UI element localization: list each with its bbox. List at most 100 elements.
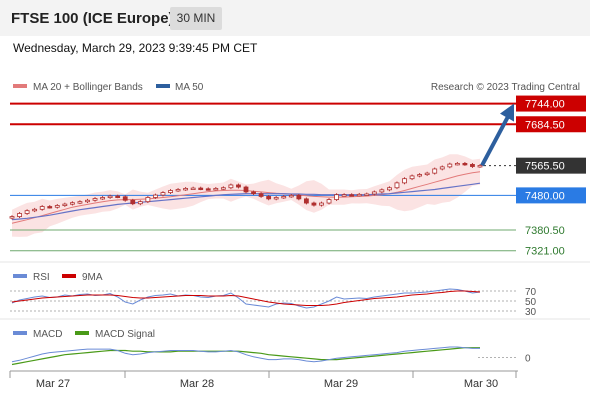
timestamp: Wednesday, March 29, 2023 9:39:45 PM CET [13, 41, 258, 55]
candle-body-28 [220, 187, 226, 190]
candle-body-25 [198, 187, 204, 190]
candle-body-6 [54, 205, 60, 208]
candle-body-13 [107, 195, 113, 198]
candle-body-26 [205, 188, 211, 191]
candle-body-61 [470, 164, 475, 167]
ma50-line [11, 182, 481, 221]
level-label-3: 7480.00 [525, 190, 565, 202]
macd-legend-swatch [13, 331, 27, 335]
candle-body-31 [243, 186, 249, 193]
rsi-level-label-2: 30 [525, 307, 537, 318]
candle-body-32 [251, 191, 256, 195]
candle-body-53 [409, 175, 415, 180]
candle-body-42 [326, 199, 332, 204]
credit-text: Research © 2023 Trading Central [431, 82, 580, 93]
timeframe-badge[interactable]: 30 MIN [170, 7, 222, 30]
candle-body-43 [334, 194, 339, 200]
candle-body-50 [387, 187, 392, 191]
level-tag-2 [516, 157, 586, 174]
macd-panel: 0 [11, 346, 531, 366]
x-tick-label-2: Mar 29 [324, 378, 358, 390]
ma50-legend-label: MA 50 [175, 82, 204, 93]
candle-body-12 [100, 197, 105, 200]
candle-body-59 [454, 162, 460, 166]
candle-body-54 [417, 174, 423, 177]
candle-body-19 [153, 194, 158, 198]
candle-body-47 [364, 193, 370, 196]
candle-body-22 [175, 189, 181, 192]
macd-line [11, 346, 480, 363]
level-labels: 7744.00 7684.50 7565.50 7480.00 7380.50 7321.… [516, 95, 586, 258]
level-tag-1 [516, 116, 586, 133]
chart-header: FTSE 100 (ICE Europe) 30 MIN [0, 0, 590, 36]
candle-body-58 [447, 163, 453, 168]
candle-body-2 [24, 210, 30, 214]
candle-body-39 [303, 198, 309, 204]
level-tag-0 [516, 95, 586, 112]
rsi-line [11, 288, 481, 309]
level-label-5: 7321.00 [525, 246, 565, 258]
rsi-level-label-1: 50 [525, 297, 537, 308]
candle-body-38 [296, 194, 302, 200]
candle-body-27 [213, 188, 219, 191]
candle-body-41 [319, 202, 324, 206]
target-arrow [480, 103, 514, 167]
rsi-ma-legend-label: 9MA [82, 272, 103, 283]
level-label-1: 7684.50 [525, 119, 565, 131]
candle-body-51 [394, 182, 400, 189]
candle-body-56 [432, 168, 438, 174]
x-axis: Mar 27 Mar 28 Mar 29 Mar 30 [9, 371, 517, 390]
candle-body-3 [32, 208, 38, 212]
candle-body-21 [168, 190, 173, 194]
level-label-0: 7744.00 [525, 99, 565, 111]
x-tick-label-1: Mar 28 [180, 378, 214, 390]
macd-legend-label: MACD [33, 329, 62, 340]
candle-body-9 [77, 201, 83, 204]
rsi-level-label-0: 70 [525, 287, 537, 298]
instrument-title: FTSE 100 (ICE Europe) [11, 10, 174, 27]
candle-body-11 [92, 198, 98, 201]
candles [9, 162, 483, 220]
candle-body-14 [115, 195, 121, 198]
rsi-legend-label: RSI [33, 272, 50, 283]
candle-body-16 [130, 199, 136, 205]
candle-body-17 [137, 201, 143, 205]
candle-body-36 [281, 196, 287, 199]
ma20-legend-swatch [13, 84, 27, 88]
candle-body-40 [311, 202, 317, 206]
macd-signal-line [11, 347, 480, 366]
candle-body-7 [62, 203, 68, 206]
candle-body-4 [39, 206, 45, 210]
candle-body-33 [258, 193, 264, 197]
rsi-ma-legend-swatch [62, 274, 76, 278]
candle-body-20 [160, 192, 166, 196]
rsi-legend-swatch [13, 274, 27, 278]
arrow-head [500, 103, 514, 122]
macd-tick-label-0: 0 [525, 354, 531, 365]
candle-body-1 [17, 213, 22, 218]
rsi-ma-line [11, 290, 481, 306]
candle-body-55 [424, 172, 430, 176]
arrow-shaft [480, 115, 510, 167]
candle-body-8 [69, 202, 75, 205]
candle-body-49 [379, 189, 385, 193]
signal-legend-label: MACD Signal [95, 329, 155, 340]
candle-body-5 [47, 206, 53, 209]
candle-body-48 [371, 191, 377, 195]
candle-body-46 [356, 193, 362, 197]
candle-body-57 [439, 166, 445, 170]
candle-body-52 [402, 178, 407, 184]
candle-body-34 [266, 196, 272, 200]
candle-body-30 [236, 184, 241, 188]
candle-body-0 [9, 216, 15, 219]
candle-body-10 [85, 199, 90, 203]
x-tick-label-0: Mar 27 [36, 378, 70, 390]
level-label-4: 7380.50 [525, 225, 565, 237]
candle-body-29 [228, 184, 234, 189]
candle-body-35 [273, 197, 279, 200]
signal-legend-swatch [75, 331, 89, 335]
ma20-legend-label: MA 20 + Bollinger Bands [33, 82, 143, 93]
candle-body-45 [349, 194, 355, 197]
x-tick-label-3: Mar 30 [464, 378, 498, 390]
